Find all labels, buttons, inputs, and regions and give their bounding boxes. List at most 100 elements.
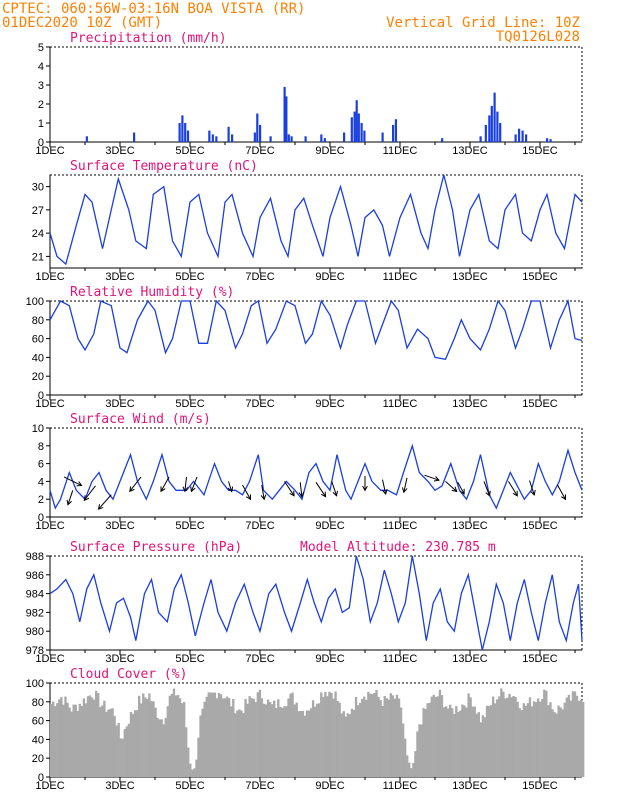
x-tick-label: 1DEC (35, 145, 64, 157)
cloud-bar (146, 699, 149, 777)
cloud-bar (219, 694, 223, 777)
cloud-bar (60, 697, 63, 777)
cloud-bar (577, 700, 581, 777)
cloud-bar (410, 768, 413, 777)
x-tick-label: 15DEC (522, 653, 558, 665)
cloud-bar (336, 700, 339, 777)
cloud-bar (320, 692, 323, 777)
cloud-bar (281, 707, 284, 777)
cloud-bar (579, 700, 583, 777)
wind-arrow (284, 481, 295, 497)
x-tick-label: 3DEC (105, 398, 134, 410)
cloud-bar (217, 692, 221, 777)
cloud-bar (166, 706, 169, 777)
plot-frame (49, 300, 583, 396)
cloud-bar (358, 702, 362, 777)
y-tick-label: 4 (38, 61, 44, 73)
x-tick-label: 11DEC (383, 780, 418, 792)
precip-bar (256, 113, 259, 142)
wind-arrow-head (289, 490, 295, 497)
precip-bar (133, 132, 136, 142)
cloud-bar (213, 692, 217, 777)
cloud-bar (268, 702, 272, 777)
cloud-bar (156, 717, 159, 777)
cloud-bar (258, 689, 262, 777)
cloud-bar (131, 713, 135, 777)
cloud-bar (279, 706, 282, 777)
cloud-bar (318, 703, 321, 777)
y-tick-label: 80 (32, 315, 44, 327)
series-line (49, 298, 583, 361)
y-tick-label: 982 (26, 607, 44, 619)
x-tick-label: 15DEC (522, 520, 558, 532)
y-tick-label: 988 (26, 551, 44, 563)
cloud-bar (133, 710, 137, 777)
wind-arrow-head (362, 485, 368, 492)
vertical-grid-note: Vertical Grid Line: 10Z (386, 15, 580, 31)
wind-arrow (403, 477, 408, 493)
precip-bar (320, 134, 323, 142)
cloud-bar (195, 759, 198, 777)
x-tick-label: 7DEC (245, 398, 274, 410)
x-tick-label: 1DEC (35, 398, 64, 410)
cloud-bar (352, 709, 356, 777)
plot-frame (49, 174, 583, 269)
wind-arrow (63, 476, 82, 487)
y-tick-label: 27 (32, 205, 44, 217)
cloud-bar (70, 711, 73, 777)
cloud-bar (467, 693, 470, 777)
cloud-bar (209, 692, 212, 777)
cloud-bar (84, 703, 88, 777)
precip-bar (355, 100, 358, 142)
panel-subtitle: Model Altitude: 230.785 m (300, 540, 496, 555)
y-tick-label: 980 (26, 626, 44, 638)
cloud-bar (119, 738, 122, 777)
cloud-bar (424, 709, 427, 777)
cloud-bar (137, 695, 141, 777)
cloud-bar (234, 713, 237, 777)
cloud-bar (129, 711, 133, 777)
panels: Precipitation (mm/h) 0 1 2 3 4 5 1DEC 3DEC 5DEC 7D… (26, 31, 585, 792)
wind-arrow-head (530, 489, 536, 496)
cloud-bar (174, 695, 178, 777)
precip-bar (546, 138, 549, 142)
cloud-bar (332, 698, 335, 777)
y-tick-label: 40 (32, 734, 44, 746)
cloud-bar (475, 713, 478, 777)
x-tick-label: 9DEC (315, 271, 344, 283)
cloud-bar (160, 719, 163, 777)
precip-bar (227, 126, 230, 142)
cloud-bar (144, 697, 147, 777)
x-tick-label: 15DEC (522, 145, 558, 157)
wind-arrow-head (227, 486, 234, 493)
precip-bar (186, 130, 190, 142)
precip-bar (479, 136, 482, 142)
cloud-bar (187, 747, 190, 777)
x-tick-label: 3DEC (105, 653, 134, 665)
precip-bar (323, 138, 326, 142)
cloud-bar (164, 717, 167, 777)
cloud-bar (444, 706, 448, 777)
cloud-bar (328, 691, 331, 777)
cloud-bar (275, 708, 278, 777)
cloud-bar (348, 714, 352, 777)
cloud-bar (457, 711, 460, 777)
precip-bar (549, 139, 552, 142)
precip-bar (360, 123, 363, 142)
x-tick-label: 13DEC (452, 653, 488, 665)
cloud-bar (471, 706, 474, 777)
precip-bar (184, 123, 187, 142)
x-tick-label: 1DEC (35, 780, 64, 792)
cloud-bar (248, 696, 251, 777)
cloud-bar (520, 710, 523, 777)
cloud-bar (254, 702, 257, 777)
cloud-bar (54, 706, 57, 777)
cloud-bar (140, 703, 143, 777)
cloud-bar (367, 691, 370, 777)
plot-frame (49, 555, 583, 651)
y-tick-label: 60 (32, 716, 44, 728)
cloud-bar (62, 704, 65, 777)
cloud-bar (150, 701, 153, 777)
cloud-bar (432, 694, 435, 777)
